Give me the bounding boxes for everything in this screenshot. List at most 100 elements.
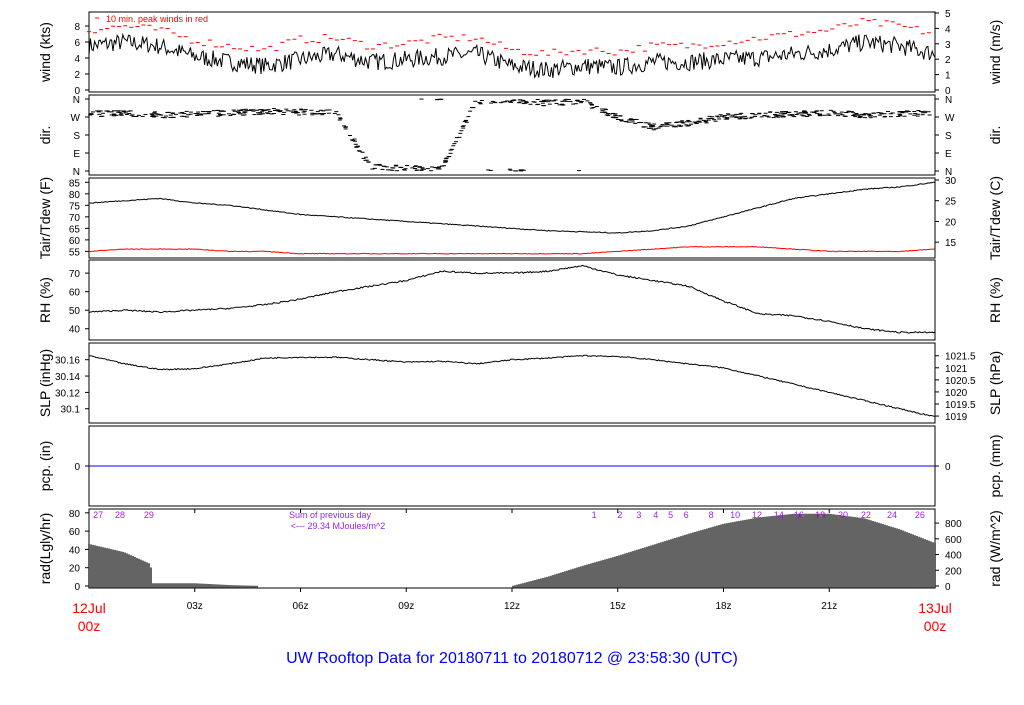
rad-cumulative-label: 10 bbox=[730, 510, 740, 520]
rad-annotation: <--- 29.34 MJoules/m^2 bbox=[291, 521, 386, 531]
end-date: 13Jul bbox=[918, 600, 951, 616]
rad-cumulative-label: 12 bbox=[752, 510, 762, 520]
rh-ylabel-right: RH (%) bbox=[987, 277, 1003, 323]
dir-tick-left: S bbox=[73, 131, 80, 142]
slp-ylabel-right: SLP (hPa) bbox=[987, 351, 1003, 415]
rh-line bbox=[88, 264, 936, 334]
pcp-ylabel: pcp. (in) bbox=[37, 441, 53, 492]
rad-cumulative-label: 14 bbox=[774, 510, 784, 520]
temp-tick-left: 60 bbox=[69, 236, 81, 247]
temp-ylabel-right: Tair/Tdew (C) bbox=[987, 176, 1003, 260]
rh-tick-left: 50 bbox=[69, 306, 81, 317]
start-time: 00z bbox=[78, 618, 101, 634]
wind-tick-right: 3 bbox=[945, 40, 951, 51]
rh-ylabel: RH (%) bbox=[37, 277, 53, 323]
dir-tick-right: E bbox=[945, 149, 952, 160]
rad-ylabel-right: rad (W/m^2) bbox=[987, 510, 1003, 587]
tdew-line bbox=[88, 245, 936, 255]
rh-tick-left: 60 bbox=[69, 288, 81, 299]
pcp-tick-right: 0 bbox=[945, 462, 951, 473]
rad-tick-left: 20 bbox=[69, 564, 81, 575]
rad-cumulative-label: 3 bbox=[636, 510, 641, 520]
rad-tick-right: 600 bbox=[945, 535, 962, 546]
rh-tick-left: 70 bbox=[69, 269, 81, 280]
temp-tick-right: 30 bbox=[945, 176, 957, 187]
rad-tick-left: 60 bbox=[69, 527, 81, 538]
wind-tick-right: 2 bbox=[945, 55, 951, 66]
rad-cumulative-label: 28 bbox=[115, 510, 125, 520]
x-tick-label: 12z bbox=[504, 601, 520, 612]
rad-cumulative-label: 5 bbox=[668, 510, 673, 520]
dir-tick-left: N bbox=[73, 95, 80, 106]
dir-ylabel-right: dir. bbox=[987, 126, 1003, 145]
x-tick-label: 03z bbox=[187, 601, 203, 612]
rad-tick-right: 800 bbox=[945, 519, 962, 530]
temp-tick-left: 85 bbox=[69, 178, 81, 189]
rad-tick-right: 400 bbox=[945, 551, 962, 562]
rad-cumulative-label: 22 bbox=[861, 510, 871, 520]
slp-tick-right: 1020.5 bbox=[945, 376, 976, 387]
rad-cumulative-label: 1 bbox=[592, 510, 597, 520]
panel-slp-frame bbox=[88, 342, 936, 424]
rad-cumulative-label: 27 bbox=[93, 510, 103, 520]
rad-tick-left: 0 bbox=[74, 582, 80, 593]
temp-ylabel: Tair/Tdew (F) bbox=[37, 177, 53, 259]
wind-annotation: 10 min. peak winds in red bbox=[106, 14, 208, 24]
rad-cumulative-label: 6 bbox=[684, 510, 689, 520]
dir-tick-right: W bbox=[945, 113, 955, 124]
rad-cumulative-label: 4 bbox=[653, 510, 658, 520]
rad-cumulative-label: 2 bbox=[617, 510, 622, 520]
wind-tick-right: 0 bbox=[945, 86, 951, 97]
wind-ylabel: wind (kts) bbox=[37, 22, 53, 83]
x-tick-label: 21z bbox=[821, 601, 837, 612]
wind-tick-right: 4 bbox=[945, 24, 951, 35]
pcp-tick-left: 0 bbox=[74, 462, 80, 473]
end-time: 00z bbox=[924, 618, 947, 634]
panel-rh-frame bbox=[88, 259, 936, 341]
temp-tick-left: 65 bbox=[69, 224, 81, 235]
wind-tick-left: 8 bbox=[74, 22, 80, 33]
temp-tick-left: 55 bbox=[69, 247, 81, 258]
rh-tick-left: 40 bbox=[69, 325, 81, 336]
rad-ylabel: rad(Lgly/hr) bbox=[37, 513, 53, 585]
x-tick-label: 15z bbox=[610, 601, 626, 612]
slp-tick-right: 1019 bbox=[945, 412, 968, 423]
panel-dir-frame bbox=[88, 94, 936, 176]
rad-tick-left: 40 bbox=[69, 545, 81, 556]
slp-tick-right: 1021.5 bbox=[945, 352, 976, 363]
chart-title: UW Rooftop Data for 20180711 to 20180712… bbox=[286, 650, 738, 667]
temp-tick-left: 70 bbox=[69, 213, 81, 224]
panel-temp-frame bbox=[88, 177, 936, 259]
wind-tick-left: 6 bbox=[74, 38, 80, 49]
slp-tick-left: 30.12 bbox=[55, 388, 80, 399]
rad-tick-right: 200 bbox=[945, 566, 962, 577]
pcp-ylabel-right: pcp. (mm) bbox=[987, 435, 1003, 498]
dir-tick-right: S bbox=[945, 131, 952, 142]
temp-tick-left: 80 bbox=[69, 190, 81, 201]
rad-cumulative-label: 20 bbox=[838, 510, 848, 520]
rad-cumulative-label: 26 bbox=[915, 510, 925, 520]
x-tick-label: 06z bbox=[292, 601, 308, 612]
rad-cumulative-label: 16 bbox=[794, 510, 804, 520]
x-tick-label: 09z bbox=[398, 601, 414, 612]
dir-tick-left: N bbox=[73, 167, 80, 178]
slp-tick-right: 1020 bbox=[945, 388, 968, 399]
tair-line bbox=[88, 181, 936, 234]
x-tick-label: 18z bbox=[715, 601, 731, 612]
slp-line bbox=[88, 354, 936, 417]
wind-line bbox=[88, 32, 936, 79]
rad-cumulative-label: 29 bbox=[144, 510, 154, 520]
slp-tick-left: 30.14 bbox=[55, 372, 80, 383]
panel-wind-frame bbox=[88, 11, 936, 93]
temp-tick-left: 75 bbox=[69, 201, 81, 212]
slp-tick-left: 30.1 bbox=[61, 405, 81, 416]
dir-tick-left: W bbox=[71, 113, 81, 124]
temp-tick-right: 20 bbox=[945, 217, 957, 228]
temp-tick-right: 15 bbox=[945, 238, 957, 249]
dir-tick-left: E bbox=[73, 149, 80, 160]
slp-tick-right: 1019.5 bbox=[945, 400, 976, 411]
wind-ylabel-right: wind (m/s) bbox=[987, 20, 1003, 86]
rad-cumulative-label: 24 bbox=[887, 510, 897, 520]
start-date: 12Jul bbox=[72, 600, 105, 616]
